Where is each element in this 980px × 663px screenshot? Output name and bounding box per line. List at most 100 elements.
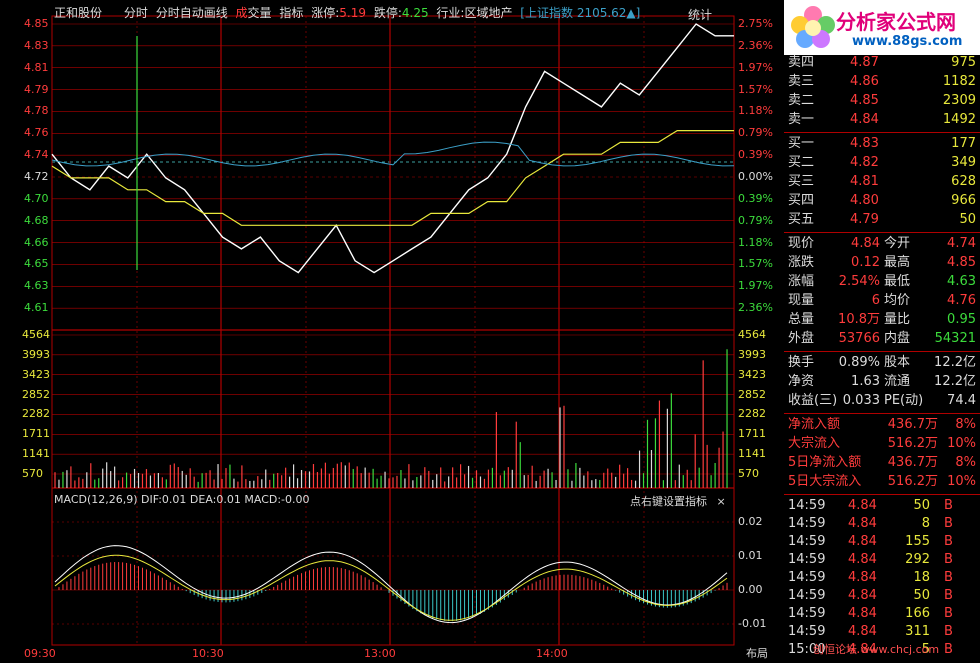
tick-qty: 311 (905, 624, 930, 639)
tick-qty: 166 (905, 606, 930, 621)
intraday-chart-panel[interactable]: 正和股份 分时 分时自动画线 成交量 指标 涨停:5.19 跌停:4.25 行业… (0, 0, 782, 663)
tick-row: 14:59 4.84 311 B (784, 623, 980, 641)
tick-side: B (944, 642, 953, 657)
tick-qty: 155 (905, 534, 930, 549)
fundamentals-row: 净资 1.63 流通 12.2亿 (784, 373, 980, 391)
money-flow-row: 大宗流入 516.2万 10% (784, 435, 980, 453)
quote-row: 涨幅 2.54% 最低 4.63 (784, 273, 980, 291)
price-label-right: 0.79% (738, 126, 773, 140)
fundamental-value: 0.033 (842, 393, 880, 408)
price-label-left: 4.81 (24, 60, 49, 74)
sell-level-row: 卖三 4.86 1182 (784, 73, 980, 91)
volume-label-right: 570 (738, 467, 759, 480)
price-label-left: 4.78 (24, 104, 49, 118)
quote-value: 4.63 (947, 274, 976, 289)
limit-up-label: 涨停: (311, 6, 340, 20)
quote-value: 2.54% (838, 274, 880, 289)
volume-label-right: 3993 (738, 347, 766, 361)
quote-label: 今开 (884, 236, 911, 251)
time-label-1400: 14:00 (536, 647, 568, 660)
buy-level-label: 买一 (788, 136, 815, 151)
sell-price: 4.85 (850, 93, 879, 108)
sell-qty: 2309 (942, 93, 976, 108)
tick-row: 14:59 4.84 155 B (784, 533, 980, 551)
macd-hint[interactable]: 点右键设置指标 × (630, 493, 726, 509)
tick-price: 4.84 (848, 606, 877, 621)
tick-price: 4.84 (848, 516, 877, 531)
macd-dif-line (54, 545, 728, 624)
buy-level-row: 买五 4.79 50 (784, 211, 980, 229)
volume-label-left: 1711 (22, 427, 50, 441)
quote-value: 4.85 (947, 255, 976, 270)
panel-divider (784, 132, 980, 133)
industry-label[interactable]: 行业:区域地产 (436, 6, 513, 20)
money-flow-value: 436.7万 (887, 455, 938, 470)
price-label-left: 4.79 (24, 82, 49, 96)
buy-level-row: 买二 4.82 349 (784, 154, 980, 172)
buy-level-row: 买一 4.83 177 (784, 135, 980, 153)
macd-hint-text[interactable]: 点右键设置指标 (630, 495, 707, 508)
tick-price: 4.84 (848, 498, 877, 513)
macd-label: 0.02 (738, 515, 763, 528)
tick-qty: 50 (913, 498, 930, 513)
price-lines (51, 23, 735, 274)
tick-side: B (944, 534, 953, 549)
stats-tab[interactable]: 统计 (688, 8, 713, 22)
money-flow-pct: 8% (955, 455, 976, 470)
limit-down-label: 跌停: (373, 6, 402, 20)
layout-button[interactable]: 布局 (746, 647, 768, 660)
price-label-right: 0.00% (738, 170, 773, 183)
quote-value: 53766 (838, 331, 880, 346)
tick-price: 4.84 (848, 570, 877, 585)
quote-label: 总量 (788, 312, 815, 327)
quote-label: 涨跌 (788, 255, 815, 270)
price-label-left: 4.70 (24, 191, 49, 205)
buy-level-label: 买五 (788, 212, 815, 227)
stock-name[interactable]: 正和股份 (54, 6, 103, 20)
volume-label-a[interactable]: 成 (235, 6, 248, 20)
money-flow-value: 436.7万 (887, 417, 938, 432)
money-flow-pct: 10% (947, 474, 976, 489)
tick-time: 14:59 (788, 606, 826, 621)
volume-label-b[interactable]: 交量 (247, 6, 272, 20)
sell-qty: 1182 (942, 74, 976, 89)
volume-label-left: 2282 (22, 407, 50, 421)
price-label-right: 0.79% (738, 213, 773, 227)
time-axis: 09:30 10:30 13:00 14:00 布局 (0, 645, 782, 663)
close-icon[interactable]: × (716, 495, 726, 508)
mode-button[interactable]: 分时 (123, 6, 148, 20)
sell-level-label: 卖二 (788, 93, 815, 108)
fundamental-label: 收益(三) (788, 393, 838, 408)
chart-svg[interactable] (0, 0, 782, 663)
quote-panel: 卖四 4.87 975 卖三 4.86 1182 卖二 4.85 2309 卖一 4.84 1492 买… (784, 0, 980, 663)
tick-qty: 5 (921, 642, 930, 657)
buy-level-label: 买二 (788, 155, 815, 170)
sell-price: 4.84 (850, 112, 879, 127)
logo-title: 分析家公式网 (836, 10, 956, 34)
tick-qty: 50 (913, 588, 930, 603)
buy-price: 4.81 (850, 174, 879, 189)
quote-value: 0.12 (851, 255, 880, 270)
quote-label: 外盘 (788, 331, 815, 346)
money-flow-label: 大宗流入 (788, 436, 841, 451)
tick-row: 14:59 4.84 18 B (784, 569, 980, 587)
quote-value: 4.76 (947, 293, 976, 308)
auto-draw-button[interactable]: 分时自动画线 (155, 6, 228, 20)
time-label-1030: 10:30 (192, 647, 224, 660)
quote-label: 涨幅 (788, 274, 815, 289)
price-label-right: 1.57% (738, 82, 773, 96)
index-label[interactable]: [上证指数 (520, 6, 573, 20)
price-label-right: 0.39% (738, 148, 773, 162)
money-flow-pct: 10% (947, 436, 976, 451)
index-value[interactable]: 2105.62▲] (576, 6, 641, 20)
tick-time: 14:59 (788, 534, 826, 549)
indicator-button[interactable]: 指标 (279, 6, 304, 20)
buy-level-row: 买三 4.81 628 (784, 173, 980, 191)
quote-label: 最高 (884, 255, 911, 270)
tick-row: 15:00 4.84 5 B (784, 641, 980, 659)
watermark-text: 创恒论坛 www.chcj.com (813, 643, 940, 656)
sell-qty: 975 (951, 55, 976, 70)
tick-time: 14:59 (788, 498, 826, 513)
macd-header[interactable]: MACD(12,26,9) DIF:0.01 DEA:0.01 MACD:-0.… (54, 493, 310, 506)
fundamental-value: 1.63 (851, 374, 880, 389)
